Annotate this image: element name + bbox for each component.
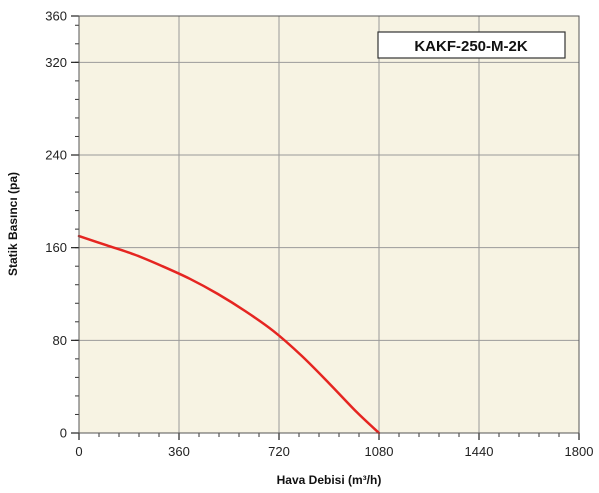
y-tick-label: 240 xyxy=(45,148,67,163)
series-line xyxy=(77,234,381,435)
y-tick-label: 360 xyxy=(45,9,67,24)
legend: KAKF-250-M-2K xyxy=(377,31,566,59)
plot-area xyxy=(79,16,579,433)
series-layer xyxy=(77,234,381,435)
x-tick-label: 360 xyxy=(168,444,190,459)
y-tick-label: 160 xyxy=(45,240,67,255)
legend-box xyxy=(377,31,566,59)
x-tick-label: 1800 xyxy=(565,444,594,459)
x-tick-label: 1440 xyxy=(465,444,494,459)
x-axis-ticks: 0 360 720 1080 1440 1800 xyxy=(75,433,593,459)
y-tick-label: 0 xyxy=(60,426,67,441)
x-tick-label: 1080 xyxy=(365,444,394,459)
plot-frame xyxy=(78,15,580,434)
y-tick-label: 80 xyxy=(53,333,67,348)
legend-entry: KAKF-250-M-2K xyxy=(414,38,528,55)
y-axis-ticks: 0 80 160 240 320 360 xyxy=(45,9,79,441)
x-tick-label: 720 xyxy=(268,444,290,459)
y-axis-title: Statik Basıncı (pa) xyxy=(6,172,20,276)
y-tick-label: 320 xyxy=(45,55,67,70)
x-tick-label: 0 xyxy=(75,444,82,459)
x-axis-title: Hava Debisi (m³/h) xyxy=(277,473,382,487)
